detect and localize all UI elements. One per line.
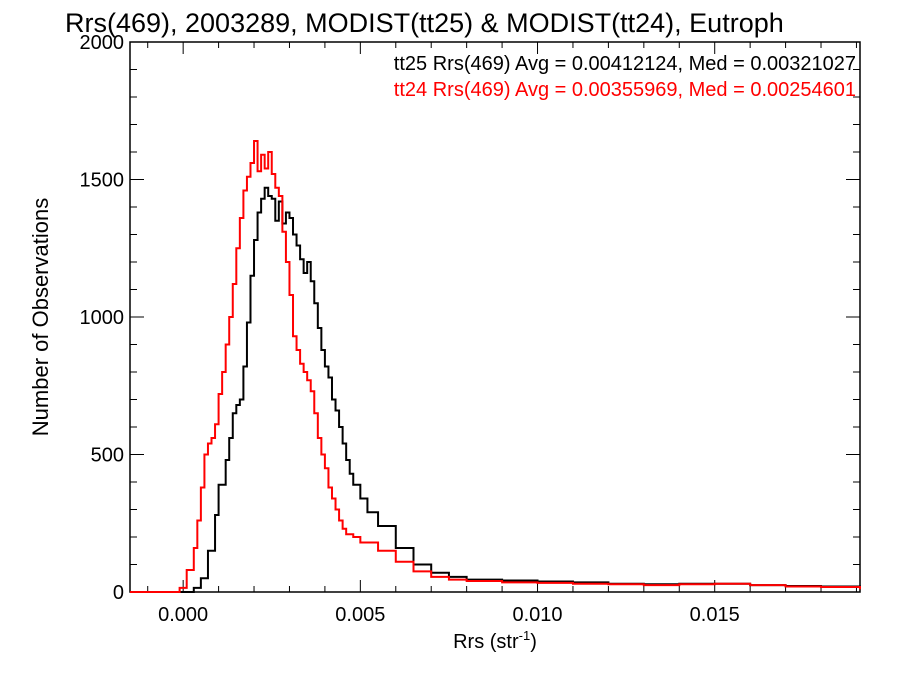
series-line-tt24 — [130, 140, 861, 593]
y-axis-label: Number of Observations — [28, 198, 53, 436]
x-tick-label: 0.005 — [335, 604, 385, 626]
legend-entry-tt25: tt25 Rrs(469) Avg = 0.00412124, Med = 0.… — [394, 53, 856, 75]
x-tick-label: 0.015 — [690, 604, 740, 626]
series-line-tt25 — [130, 186, 861, 593]
x-tick-label: 0.000 — [158, 604, 208, 626]
y-axis-tick-labels: 0 500 1000 1500 2000 — [80, 32, 125, 604]
y-tick-label: 500 — [91, 445, 124, 467]
y-tick-label: 1500 — [80, 170, 125, 192]
chart-title: Rrs(469), 2003289, MODIST(tt25) & MODIST… — [65, 8, 784, 38]
x-axis-label: Rrs (str-1) — [453, 628, 537, 653]
legend-entry-tt24: tt24 Rrs(469) Avg = 0.00355969, Med = 0.… — [394, 79, 856, 101]
plot-area — [129, 41, 861, 593]
series-layer — [130, 140, 861, 593]
x-axis-label-end: ) — [530, 631, 537, 653]
x-tick-label: 0.010 — [512, 604, 562, 626]
x-axis-tick-labels: 0.000 0.005 0.010 0.015 — [158, 604, 740, 626]
y-tick-label: 0 — [113, 582, 124, 604]
y-tick-label: 1000 — [80, 307, 125, 329]
axis-ticks — [130, 41, 860, 593]
y-tick-label: 2000 — [80, 32, 125, 54]
plot-frame — [129, 41, 861, 593]
x-axis-label-main: Rrs (str — [453, 631, 519, 653]
x-axis-label-superscript: -1 — [519, 628, 531, 643]
